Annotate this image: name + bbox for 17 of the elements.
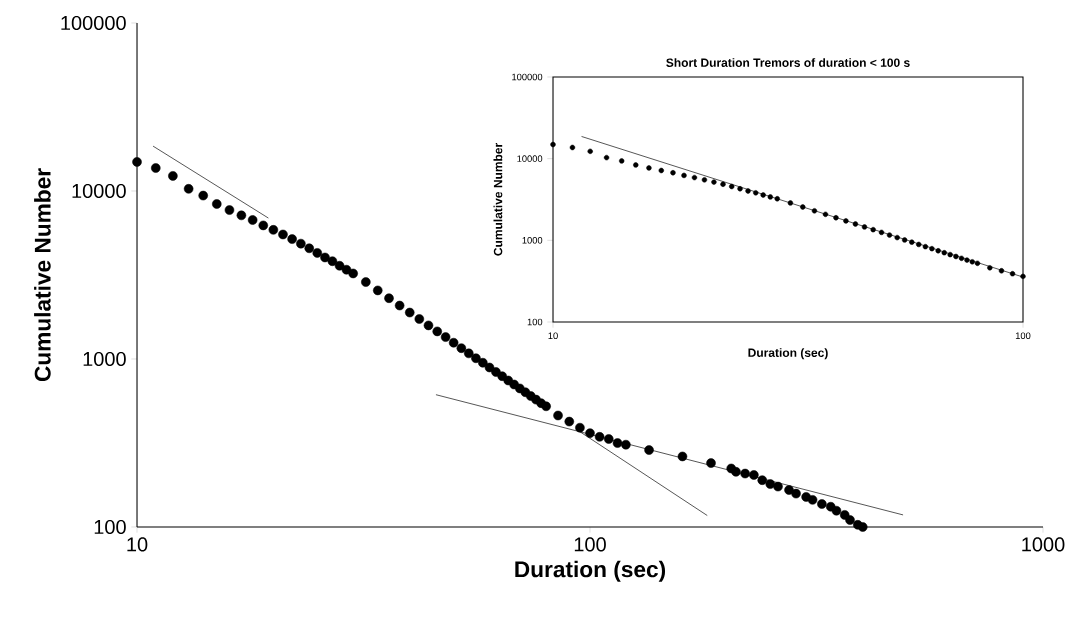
x-axis-title: Duration (sec) <box>515 560 666 582</box>
y-axis-title: Cumulative Number <box>34 168 51 382</box>
y-tick-label: 1000 <box>83 351 126 367</box>
y-tick-label: 100 <box>527 318 543 326</box>
x-tick-label: 10 <box>548 332 558 339</box>
y-tick-label: 10000 <box>517 155 543 162</box>
y-tick-label: 100 <box>94 519 126 535</box>
x-tick-label: 100 <box>574 537 606 552</box>
y-tick-label: 100000 <box>61 15 126 31</box>
y-tick-label: 10000 <box>72 183 126 199</box>
chart-title: Short Duration Tremors of duration < 100 s <box>666 58 910 67</box>
y-tick-label: 1000 <box>522 237 543 244</box>
y-axis-title: Cumulative Number <box>493 143 503 256</box>
x-axis-title: Duration (sec) <box>748 348 828 360</box>
x-tick-label: 10 <box>127 537 148 552</box>
y-tick-label: 100000 <box>512 73 543 81</box>
x-tick-label: 1000 <box>1022 537 1065 552</box>
